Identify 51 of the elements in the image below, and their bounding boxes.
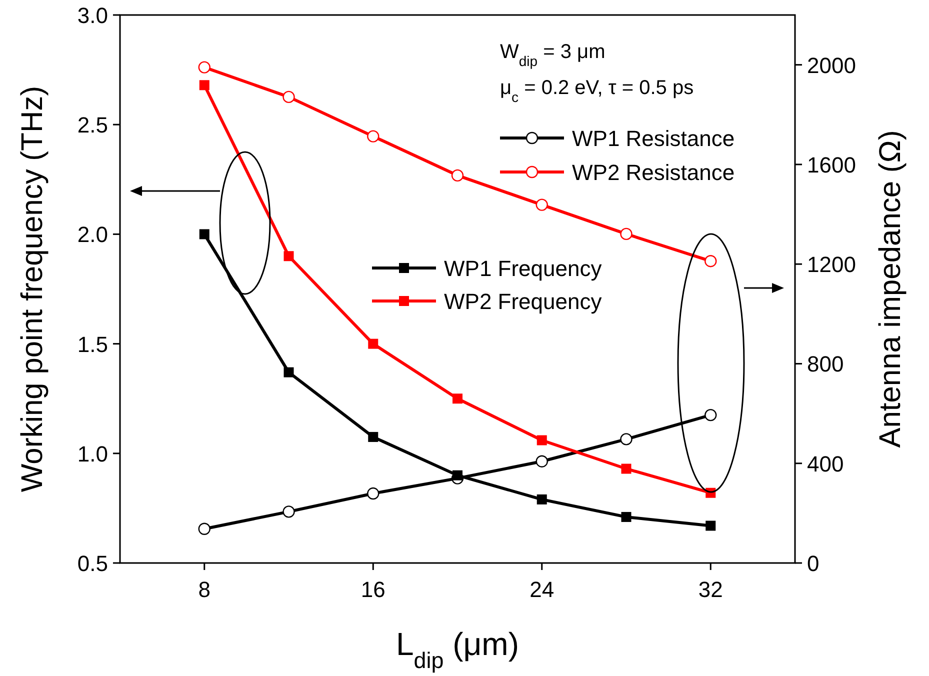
y2-tick-label: 800 bbox=[807, 352, 844, 377]
point bbox=[706, 520, 716, 531]
x-tick-label: 8 bbox=[198, 577, 210, 602]
y2-tick-label: 2000 bbox=[807, 52, 856, 78]
point bbox=[368, 338, 378, 349]
y2-tick-label: 1200 bbox=[807, 252, 856, 278]
point bbox=[199, 229, 210, 240]
y-tick-label: 1.0 bbox=[77, 441, 108, 466]
point bbox=[368, 432, 378, 442]
point bbox=[451, 169, 464, 182]
y2-tick-label: 400 bbox=[807, 451, 844, 476]
legend-label: WP2 Frequency bbox=[444, 289, 602, 314]
point bbox=[284, 367, 294, 378]
point bbox=[536, 435, 547, 446]
y2-tick-label: 0 bbox=[807, 551, 820, 576]
point bbox=[704, 408, 717, 422]
x-tick-label: 32 bbox=[698, 577, 723, 602]
point bbox=[621, 464, 632, 474]
x-tick-label: 24 bbox=[530, 577, 554, 602]
y-tick-label: 1.5 bbox=[77, 332, 108, 357]
point bbox=[704, 255, 717, 268]
point bbox=[452, 394, 462, 404]
point bbox=[284, 251, 294, 262]
annotation: W$_{dip}$ = 3 μm bbox=[500, 41, 606, 69]
y-tick-label: 2.5 bbox=[77, 112, 108, 138]
point bbox=[536, 455, 548, 468]
point bbox=[620, 433, 632, 446]
y2-axis-title: Antenna impedance (Ω) bbox=[874, 130, 907, 448]
x-tick-label: 16 bbox=[360, 577, 386, 602]
point bbox=[198, 61, 210, 74]
y-tick-label: 0.5 bbox=[77, 551, 108, 576]
annotation: μ$_{c}$ = 0.2 eV, τ = 0.5 ps bbox=[500, 77, 694, 105]
point bbox=[620, 228, 632, 240]
point bbox=[621, 512, 632, 522]
point bbox=[367, 487, 380, 500]
point bbox=[282, 506, 295, 518]
point bbox=[198, 522, 210, 535]
point bbox=[452, 470, 462, 480]
point bbox=[536, 198, 548, 211]
x-axis-title: L$_{dip}$ (μm) bbox=[396, 626, 519, 672]
legend-label: WP2 Resistance bbox=[572, 160, 735, 185]
legend-label: WP1 Resistance bbox=[572, 126, 735, 151]
point bbox=[367, 130, 380, 142]
point bbox=[282, 90, 295, 104]
point bbox=[536, 494, 547, 504]
y-tick-label: 2.0 bbox=[77, 222, 108, 248]
y-tick-label: 3.0 bbox=[77, 3, 108, 28]
y-axis-title: Working point frequency (THz) bbox=[16, 86, 49, 492]
legend-label: WP1 Frequency bbox=[444, 256, 602, 281]
y2-tick-label: 1600 bbox=[807, 152, 856, 178]
point bbox=[199, 80, 210, 90]
